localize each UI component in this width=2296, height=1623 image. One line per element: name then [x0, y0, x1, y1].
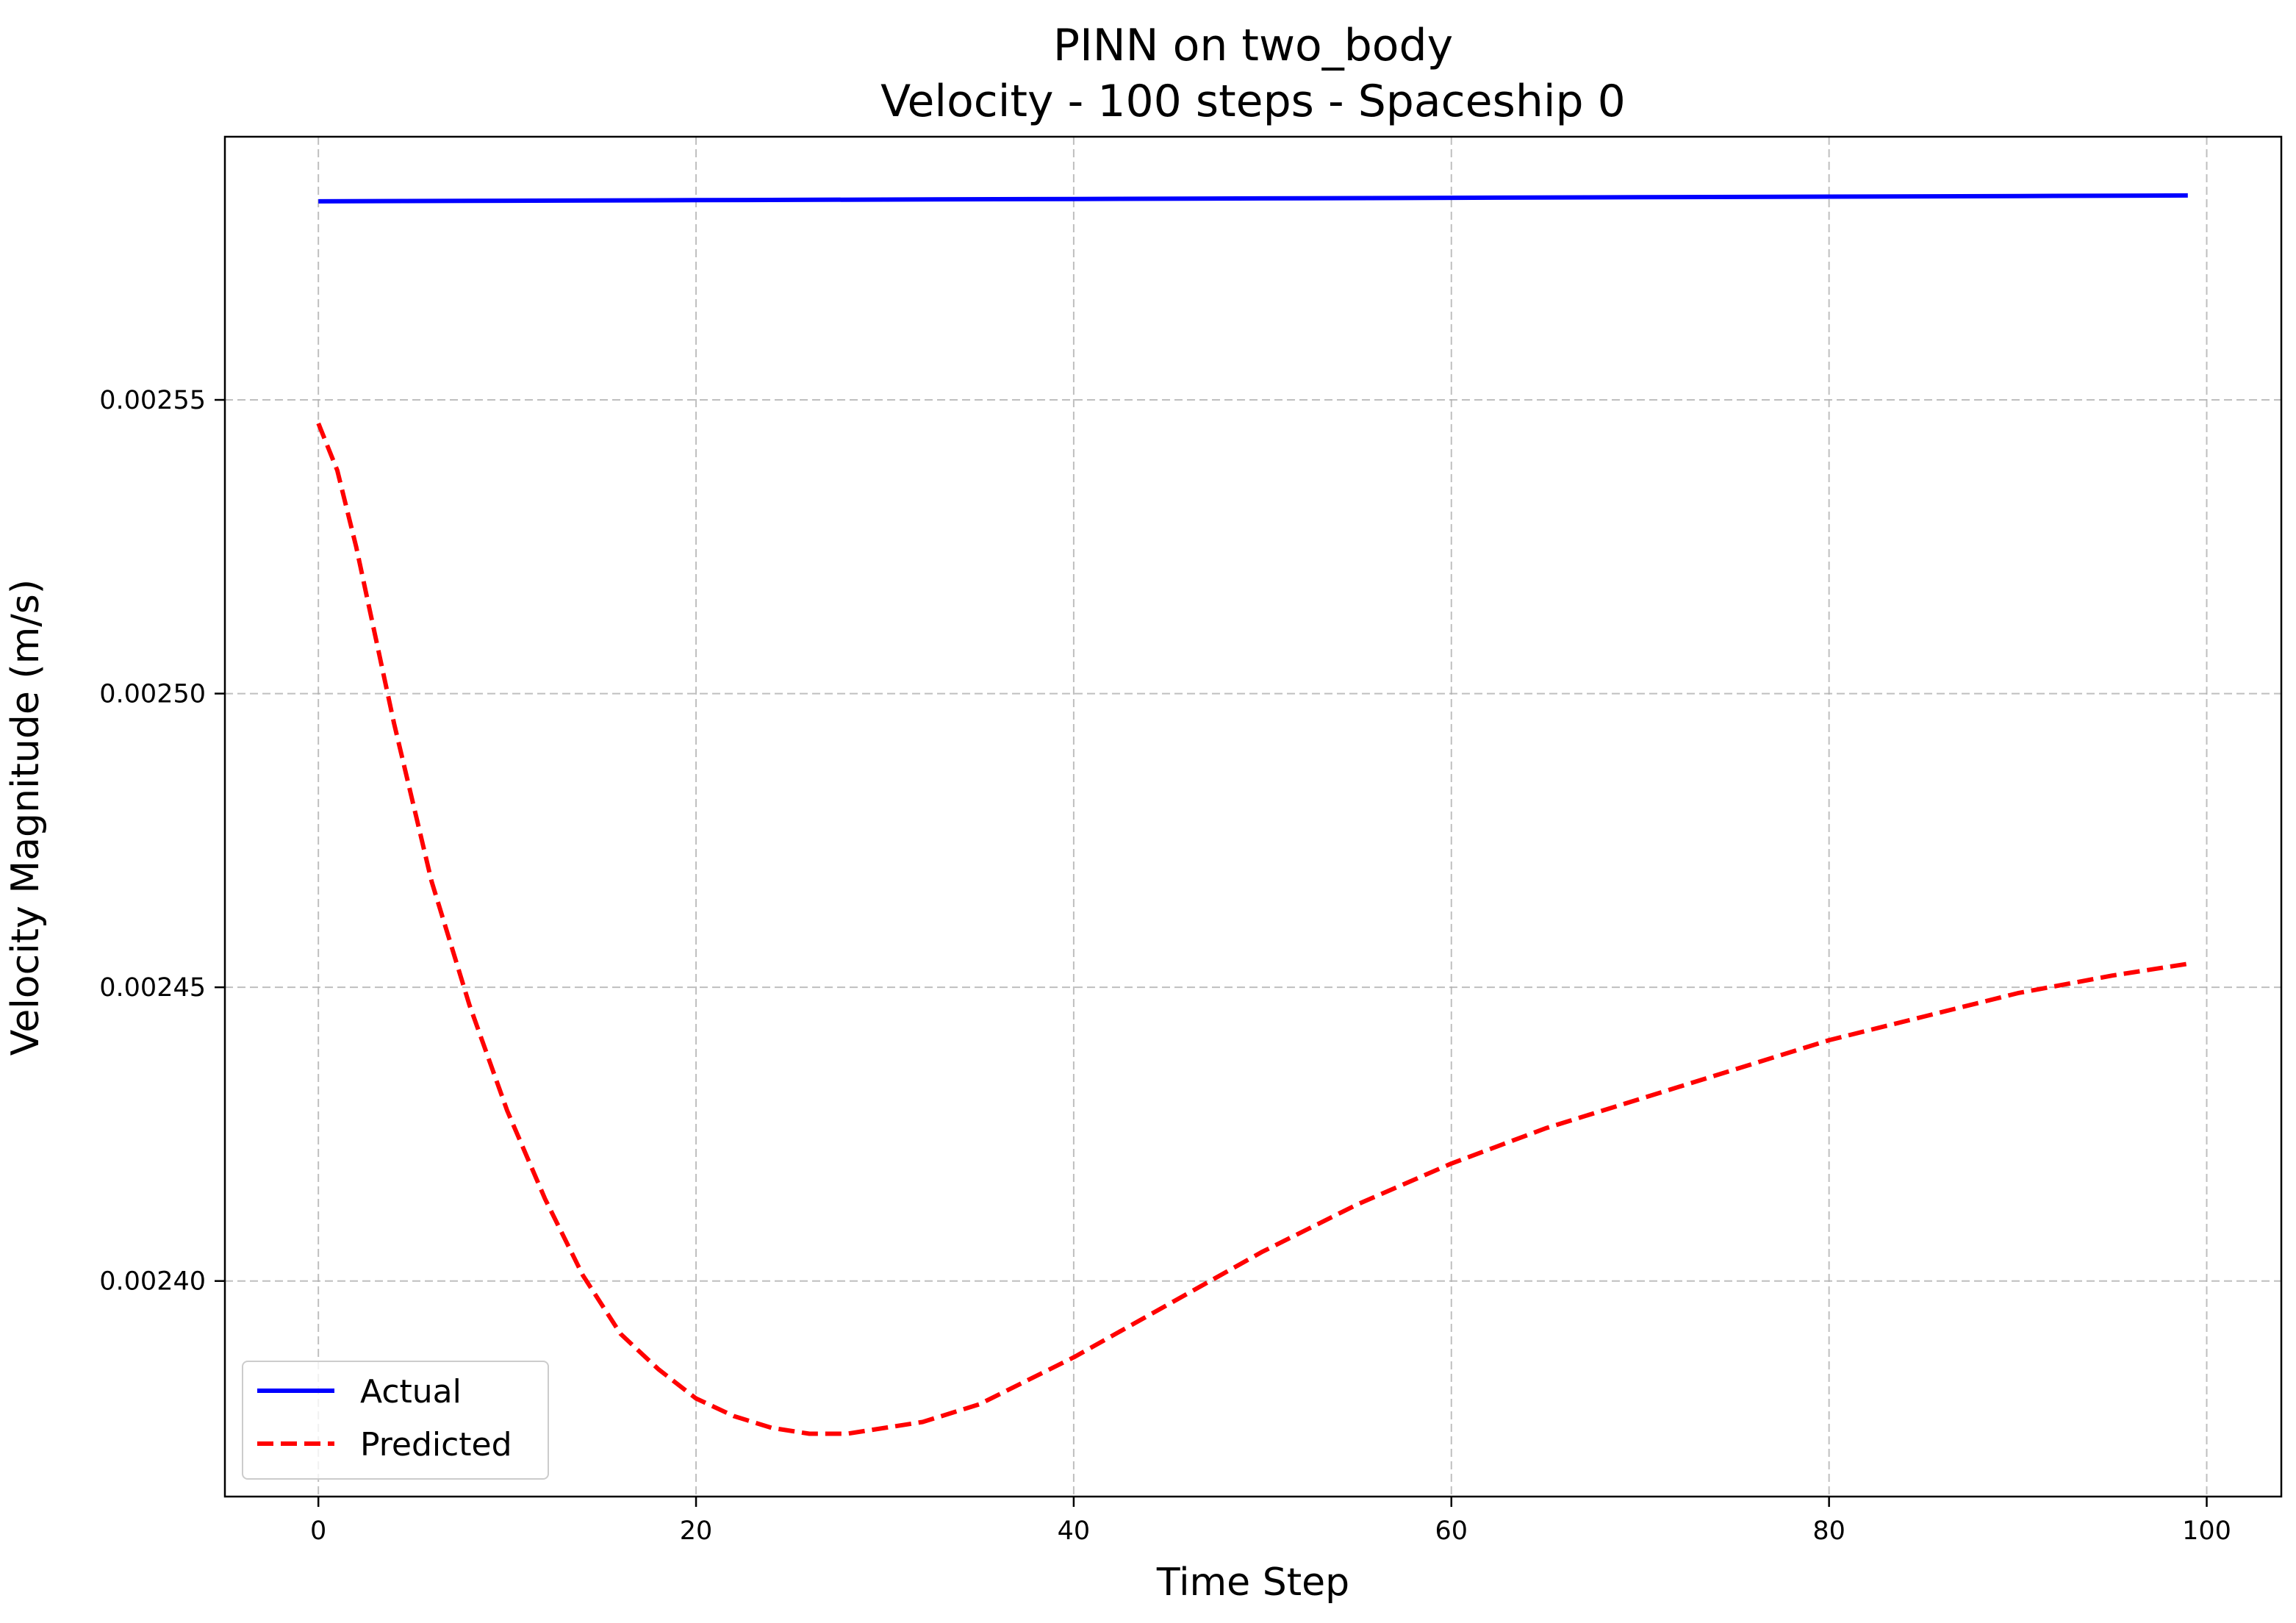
x-tick-label: 60 — [1435, 1516, 1468, 1546]
legend-label-predicted: Predicted — [360, 1426, 512, 1463]
x-tick-label: 40 — [1058, 1516, 1091, 1546]
x-tick-label: 20 — [680, 1516, 713, 1546]
x-tick-label: 0 — [310, 1516, 326, 1546]
grid — [225, 137, 2281, 1497]
series-layer — [316, 193, 2189, 1436]
x-axis-label: Time Step — [1156, 1561, 1349, 1605]
series-line-predicted — [316, 422, 2189, 1436]
legend-label-actual: Actual — [360, 1373, 462, 1411]
y-axis-label: Velocity Magnitude (m/s) — [4, 579, 48, 1056]
legend: Actual Predicted — [242, 1361, 549, 1480]
y-tick-label: 0.00240 — [99, 1267, 206, 1297]
series-line-actual — [318, 193, 2188, 204]
plot-frame — [223, 135, 2283, 1498]
chart-subtitle: Velocity - 100 steps - Spaceship 0 — [880, 76, 1626, 127]
x-tick-label: 100 — [2182, 1516, 2231, 1546]
x-tick-label: 80 — [1812, 1516, 1845, 1546]
y-tick-label: 0.00250 — [99, 680, 206, 709]
y-tick-label: 0.00245 — [99, 973, 206, 1003]
y-tick-label: 0.00255 — [99, 386, 206, 415]
ticks: 0 20 40 60 80 100 0.00240 0.00245 0.00250 0.00255 — [99, 386, 2231, 1546]
chart-title: PINN on two_body — [1053, 20, 1453, 71]
